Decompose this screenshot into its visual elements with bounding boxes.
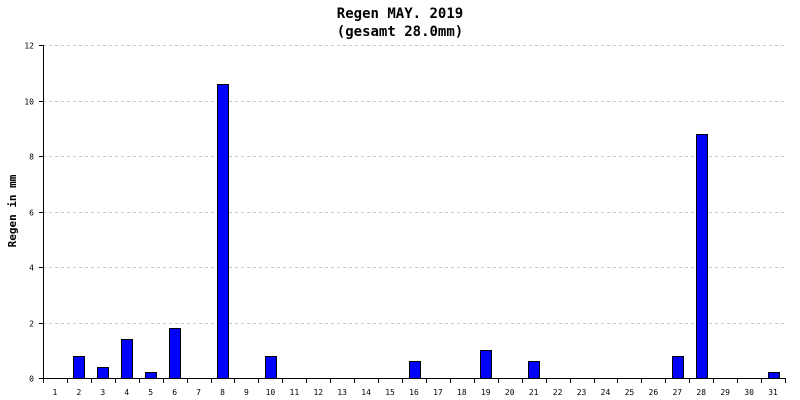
bar-day-10 bbox=[265, 356, 277, 379]
x-tick-label: 22 bbox=[553, 388, 563, 397]
bars-layer bbox=[73, 84, 780, 379]
x-tick-label: 9 bbox=[244, 388, 249, 397]
x-tick-label: 31 bbox=[768, 388, 778, 397]
x-tick-label: 11 bbox=[290, 388, 300, 397]
x-tick-label: 25 bbox=[625, 388, 635, 397]
x-tick-label: 16 bbox=[409, 388, 419, 397]
x-tick-label: 15 bbox=[385, 388, 395, 397]
x-tick-label: 2 bbox=[76, 388, 81, 397]
x-tick-label: 7 bbox=[196, 388, 201, 397]
x-tick-label: 26 bbox=[649, 388, 659, 397]
bar-day-4 bbox=[121, 339, 133, 379]
bar-day-31 bbox=[768, 372, 780, 379]
x-tick-label: 10 bbox=[266, 388, 276, 397]
x-tick-label: 13 bbox=[337, 388, 347, 397]
bar-day-19 bbox=[480, 350, 492, 379]
x-tick-label: 12 bbox=[313, 388, 323, 397]
x-tick-label: 30 bbox=[744, 388, 754, 397]
y-tick-label: 8 bbox=[29, 153, 34, 162]
x-tick-label: 17 bbox=[433, 388, 443, 397]
bar-day-6 bbox=[169, 328, 181, 379]
chart-subtitle: (gesamt 28.0mm) bbox=[337, 24, 463, 40]
y-tick-label: 4 bbox=[29, 264, 34, 273]
grid-layer bbox=[43, 45, 785, 324]
bar-day-27 bbox=[672, 356, 684, 379]
x-tick-label: 19 bbox=[481, 388, 491, 397]
x-tick-label: 27 bbox=[672, 388, 682, 397]
y-tick-label: 2 bbox=[29, 320, 34, 329]
y-axis-label: Regen in mm bbox=[6, 174, 19, 247]
bar-day-8 bbox=[217, 84, 229, 379]
x-tick-label: 3 bbox=[100, 388, 105, 397]
bar-day-16 bbox=[409, 361, 421, 379]
y-tick-label: 12 bbox=[24, 42, 34, 51]
bar-day-21 bbox=[528, 361, 540, 379]
bar-day-28 bbox=[696, 134, 708, 379]
chart-title: Regen MAY. 2019 bbox=[337, 6, 463, 22]
x-tick-label: 29 bbox=[720, 388, 730, 397]
bar-day-3 bbox=[97, 367, 109, 379]
x-tick-label: 23 bbox=[577, 388, 587, 397]
x-tick-label: 5 bbox=[148, 388, 153, 397]
x-tick-label: 28 bbox=[696, 388, 706, 397]
x-tick-label: 1 bbox=[53, 388, 58, 397]
y-tick-label: 6 bbox=[29, 209, 34, 218]
x-tick-label: 21 bbox=[529, 388, 539, 397]
bar-day-5 bbox=[145, 372, 157, 379]
axes-layer bbox=[43, 45, 786, 379]
x-tick-label: 24 bbox=[601, 388, 611, 397]
x-tick-label: 14 bbox=[361, 388, 371, 397]
y-tick-label: 0 bbox=[29, 375, 34, 384]
x-tick-label: 18 bbox=[457, 388, 467, 397]
x-tick-label: 6 bbox=[172, 388, 177, 397]
x-tick-label: 4 bbox=[124, 388, 129, 397]
bar-day-2 bbox=[73, 356, 85, 379]
x-tick-label: 8 bbox=[220, 388, 225, 397]
x-tick-label: 20 bbox=[505, 388, 515, 397]
y-tick-label: 10 bbox=[24, 98, 34, 107]
